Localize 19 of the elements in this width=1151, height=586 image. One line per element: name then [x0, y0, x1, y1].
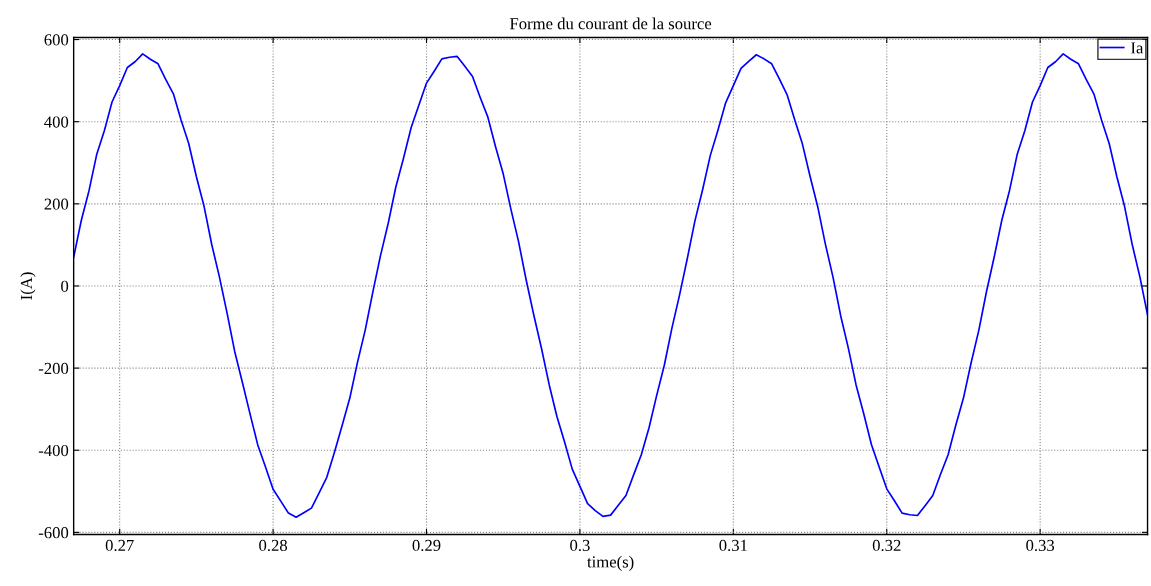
x-tick-label: 0.29	[412, 539, 441, 552]
y-axis-title: I(A)	[20, 272, 36, 300]
y-tick-label: -400	[38, 444, 69, 457]
x-tick-label: 0.33	[1026, 539, 1055, 552]
chart-title: Forme du courant de la source	[509, 17, 712, 30]
x-tick-label: 0.28	[259, 539, 288, 552]
y-tick-label: -600	[38, 527, 69, 539]
y-tick-label: -200	[38, 362, 69, 375]
x-tick-label: 0.31	[719, 539, 747, 552]
x-tick-label: 0.3	[570, 539, 590, 552]
line-series	[73, 53, 1148, 519]
x-tick-label: 0.27	[105, 539, 134, 552]
x-axis-title: time(s)	[587, 555, 634, 571]
y-tick-label: 200	[44, 198, 69, 210]
legend-label: Ia	[1131, 42, 1144, 54]
y-tick-label: 600	[44, 34, 69, 46]
x-tick-label: 0.32	[872, 539, 901, 552]
y-tick-label: 0	[61, 280, 69, 292]
y-tick-label: 400	[44, 116, 69, 128]
